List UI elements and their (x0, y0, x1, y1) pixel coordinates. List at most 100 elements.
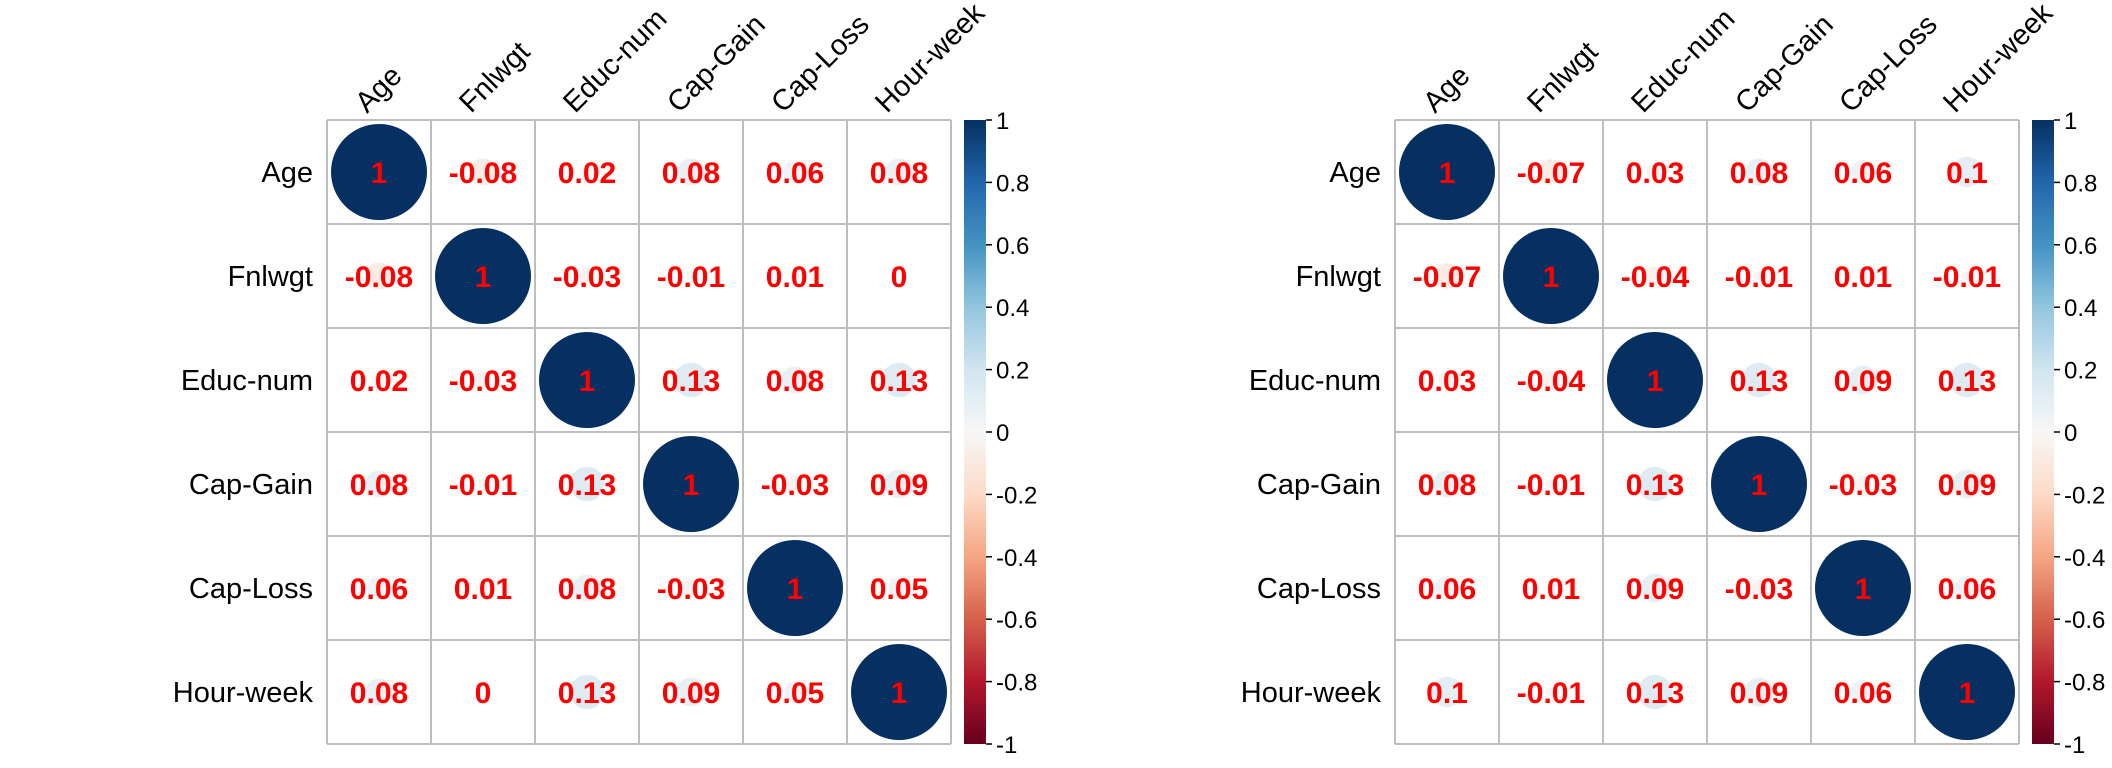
row-labels: Age Fnlwgt Educ-num Cap-Gain Cap-Loss Hour-we… (173, 157, 314, 709)
corr-value-label: 1 (1647, 365, 1664, 398)
corr-value-label: 0.05 (766, 677, 824, 710)
corr-value-label: -0.01 (1933, 261, 2001, 294)
row-label: Hour-week (1241, 677, 1382, 709)
corr-circle (790, 271, 800, 281)
corr-circle (884, 469, 914, 499)
corr-circle (784, 681, 806, 703)
corr-circle (747, 540, 843, 636)
corr-value-label: -0.03 (1829, 469, 1897, 502)
corr-value-label: 0.09 (1834, 365, 1892, 398)
colorbar-tick-label: -0.8 (996, 670, 1037, 697)
corr-value-label: 0.03 (1626, 157, 1684, 190)
corr-value-label: 0.13 (662, 365, 720, 398)
corr-value-label: 0.08 (350, 469, 408, 502)
corr-value-label: 0.13 (558, 469, 616, 502)
corr-value-label: 0.08 (1730, 157, 1788, 190)
row-label: Age (261, 157, 313, 189)
corr-value-label: -0.08 (345, 261, 413, 294)
corr-circle (469, 158, 497, 186)
corr-circle (851, 644, 947, 740)
row-label: Cap-Loss (1257, 573, 1381, 605)
corr-value-label: 0.09 (1938, 469, 1996, 502)
corr-value-label: 0.06 (350, 573, 408, 606)
correlation-panel-right: 1 -0.07 0.03 0.08 0.06 0.1 -0.07 1 -0.04 -0.01 0.0… (1241, 0, 2106, 759)
corr-value-label: -0.03 (449, 365, 517, 398)
corr-circle (573, 574, 601, 602)
row-label: Cap-Gain (1257, 469, 1381, 501)
corr-circle (1399, 124, 1495, 220)
corr-value-label: -0.03 (657, 573, 725, 606)
corr-circle (1431, 676, 1463, 708)
corr-value-label: 0.09 (662, 677, 720, 710)
colorbar-tick-label: -0.4 (2064, 545, 2105, 572)
corr-circle (1546, 583, 1556, 593)
corr-circle (1541, 370, 1561, 390)
corr-circle (1754, 271, 1764, 281)
colorbar-tick-label: 0.2 (2064, 358, 2097, 385)
corr-circle (1434, 263, 1460, 289)
corr-value-label: -0.07 (1413, 261, 1481, 294)
corr-value-label: 0.06 (1418, 573, 1476, 606)
corr-circle (881, 362, 917, 398)
corr-value-label: 0.09 (1626, 573, 1684, 606)
column-label: Educ-num (1625, 3, 1741, 119)
corr-value-label: 0.08 (766, 365, 824, 398)
corr-circle (1711, 436, 1807, 532)
corr-value-label: 0.06 (1938, 573, 1996, 606)
corr-circle (365, 262, 393, 290)
corr-circle (1858, 271, 1868, 281)
corr-value-label: 0.01 (1522, 573, 1580, 606)
colorbar: 1 0.8 0.6 0.4 0.2 0 -0.2 -0.4 -0.6 -0.8 -1 (964, 108, 1037, 759)
corr-value-label: 0.03 (1418, 365, 1476, 398)
corr-value-label: 0.08 (558, 573, 616, 606)
row-label: Fnlwgt (1296, 261, 1381, 293)
row-labels: Age Fnlwgt Educ-num Cap-Gain Cap-Loss Hour-we… (1241, 157, 1382, 709)
corr-value-label: 0.06 (766, 157, 824, 190)
corr-value-label: 1 (1439, 157, 1456, 190)
colorbar-tick-label: -0.6 (2064, 607, 2105, 634)
corr-value-label: 0.08 (870, 157, 928, 190)
corr-value-label: 0.01 (1834, 261, 1892, 294)
colorbar-tick-label: 1 (996, 108, 1009, 135)
corr-circle (1538, 159, 1564, 185)
corr-circle (1951, 156, 1983, 188)
corr-value-label: 1 (1751, 469, 1768, 502)
corr-circle (1745, 158, 1773, 186)
corr-circle (1546, 687, 1556, 697)
corr-value-label: 0.1 (1946, 157, 1988, 190)
column-label: Fnlwgt (453, 36, 536, 119)
column-labels: Age Fnlwgt Educ-numCap-GainCap-LossHour-we… (1417, 0, 2059, 119)
corr-circle (569, 674, 605, 710)
corr-value-label: 0.13 (1626, 469, 1684, 502)
corr-value-label: 0.09 (870, 469, 928, 502)
corr-circle (1607, 332, 1703, 428)
row-label: Cap-Gain (189, 469, 313, 501)
column-label: Cap-Gain (1729, 9, 1839, 119)
corr-value-label: 0.13 (1626, 677, 1684, 710)
corr-value-label: -0.04 (1621, 261, 1690, 294)
matrix-cells: 1 -0.07 0.03 0.08 0.06 0.1 -0.07 1 -0.04 -0.01 0.0… (1399, 124, 2015, 740)
corr-value-label: 0.13 (1938, 365, 1996, 398)
column-label: Hour-week (1937, 0, 2059, 119)
corr-value-label: 1 (579, 365, 596, 398)
colorbar-tick-label: -0.6 (996, 607, 1037, 634)
corr-circle (1919, 644, 2015, 740)
corr-circle (1637, 466, 1673, 502)
column-label: Age (1417, 60, 1476, 119)
column-label: Cap-Gain (661, 9, 771, 119)
corr-value-label: 0.09 (1730, 677, 1788, 710)
corr-circle (569, 466, 605, 502)
corr-circle (682, 579, 700, 597)
row-label: Educ-num (181, 365, 313, 397)
corr-circle (885, 158, 913, 186)
corr-circle (365, 678, 393, 706)
corr-value-label: 1 (475, 261, 492, 294)
corr-value-label: 1 (371, 157, 388, 190)
corr-value-label: 1 (787, 573, 804, 606)
colorbar-tick-label: -0.8 (2064, 670, 2105, 697)
corr-value-label: -0.03 (553, 261, 621, 294)
column-label: Cap-Loss (765, 9, 875, 119)
corr-circle (331, 124, 427, 220)
corr-circle (435, 228, 531, 324)
colorbar-tick-label: -0.4 (996, 545, 1037, 572)
